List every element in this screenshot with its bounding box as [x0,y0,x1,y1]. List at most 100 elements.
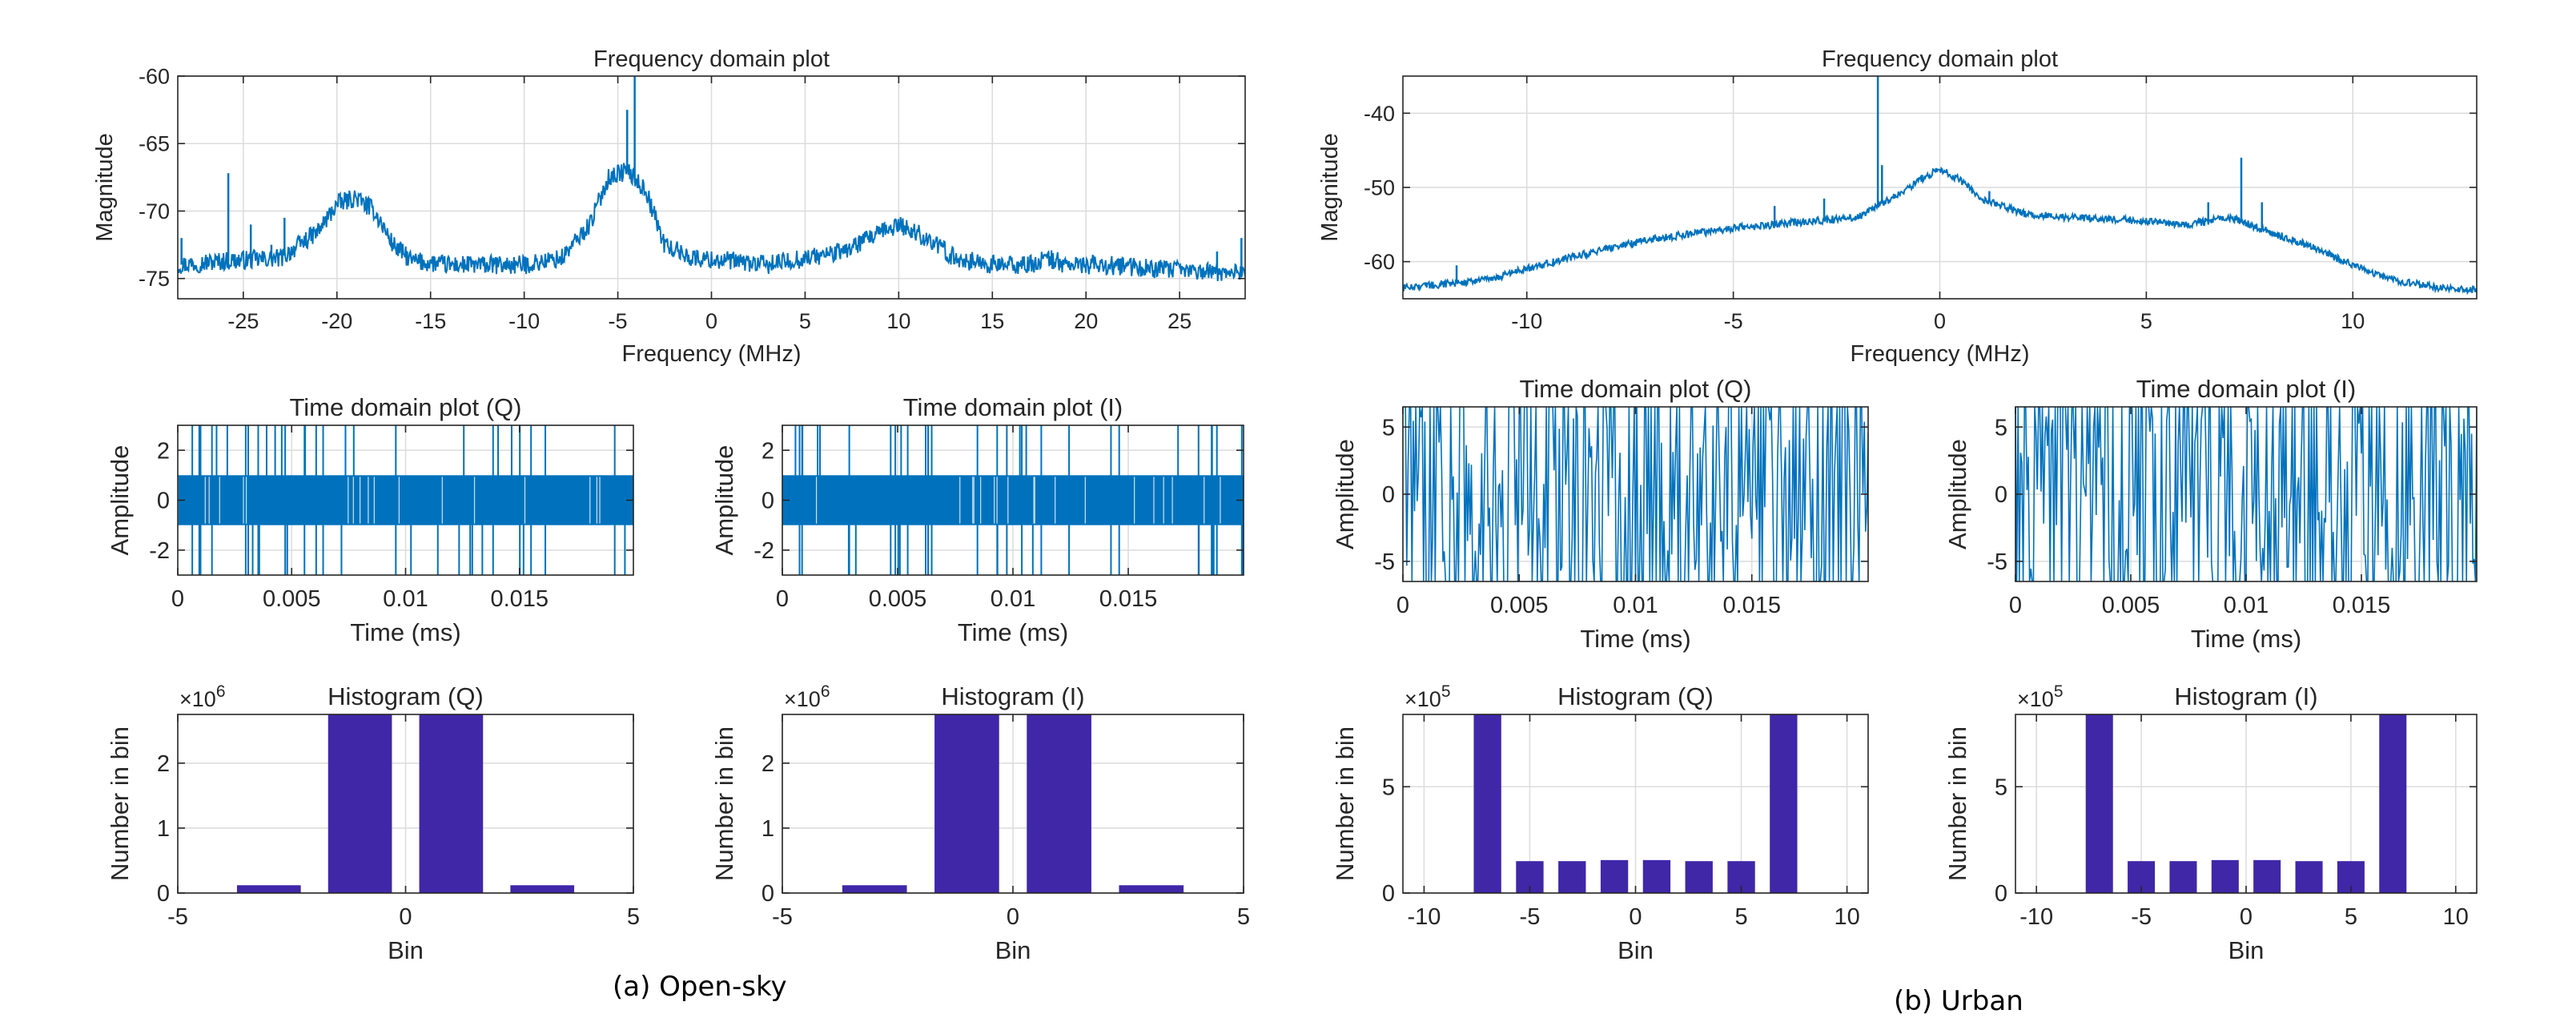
histogram-bar [2211,859,2239,893]
histogram-bar [1642,859,1671,893]
y-tick-label: -5 [1987,549,2007,575]
chart-title: Frequency domain plot [1822,46,2058,72]
histogram-bar [842,885,907,893]
y-tick-label: 0 [1995,482,2007,508]
data-layer [782,425,1244,575]
histogram-bar [419,714,484,893]
y-tick-label: 5 [1995,415,2007,441]
x-tick-label: 5 [627,904,640,930]
x-tick-label: 10 [2341,309,2365,333]
y-tick-label: 2 [157,751,170,777]
x-tick-label: -10 [1407,904,1441,930]
x-tick-label: 0.005 [2102,593,2160,618]
x-tick-label: 0.015 [1099,586,1158,612]
data-layer [2085,714,2407,893]
data-layer [2015,407,2477,581]
x-axis-label: Frequency (MHz) [622,341,802,367]
y-tick-label: 0 [1382,881,1395,907]
time-signal-line [1403,407,1868,581]
x-axis-label: Frequency (MHz) [1851,341,2030,367]
data-layer [178,425,633,575]
x-axis-label: Bin [388,936,424,964]
y-axis-label: Amplitude [710,445,738,556]
y-tick-label: -60 [139,64,170,88]
y-axis-label: Number in bin [710,726,738,881]
y-tick-label: -70 [139,199,170,223]
y-tick-label: 0 [157,489,170,514]
time-band [178,475,633,525]
x-tick-label: 25 [1167,309,1192,333]
x-tick-label: 0.005 [1490,593,1549,618]
y-tick-label: 0 [762,881,774,907]
x-tick-label: 0 [776,586,789,612]
x-tick-label: -5 [609,309,628,333]
histogram-bar [1770,714,1798,893]
x-axis-label: Time (ms) [350,618,460,646]
x-tick-label: 0.015 [1722,593,1781,618]
x-tick-label: -10 [2019,904,2053,930]
x-tick-label: 0 [399,904,412,930]
histogram-bar [2295,861,2323,893]
x-tick-label: 0.005 [263,586,321,612]
x-tick-label: 0.015 [2333,593,2391,618]
x-tick-label: 5 [2140,309,2152,333]
axis-exponent: ×106 [179,682,226,711]
time-signal-line [2015,407,2477,581]
data-layer [1473,714,1798,893]
histogram-bar [1119,885,1184,893]
y-tick-label: -75 [139,267,170,291]
y-tick-label: 1 [762,816,774,842]
data-layer [842,714,1184,893]
data-layer [1403,76,2477,296]
caption-urban: (b) Urban [1894,985,2023,1017]
y-tick-label: 1 [157,816,170,842]
histogram-bar [2253,859,2281,893]
chart-title: Histogram (I) [2174,682,2317,710]
x-tick-label: 20 [1074,309,1098,333]
x-tick-label: 0.015 [490,586,549,612]
histogram-bar [236,885,301,893]
chart-title: Time domain plot (Q) [1520,375,1752,403]
chart-title: Histogram (Q) [1557,682,1714,710]
chart-title: Histogram (I) [941,682,1084,710]
x-tick-label: -5 [167,904,188,930]
x-axis-label: Time (ms) [1580,625,1690,653]
x-axis-label: Bin [1618,936,1654,964]
x-tick-label: 0 [1397,593,1409,618]
x-tick-label: -15 [415,309,446,333]
y-tick-label: 2 [157,438,170,464]
y-tick-label: -2 [149,538,170,564]
x-tick-label: 5 [1734,904,1747,930]
data-layer [178,76,1245,282]
y-axis-label: Number in bin [1943,726,1971,881]
x-tick-label: 5 [2345,904,2357,930]
x-tick-label: 0 [705,309,717,333]
x-tick-label: -10 [1511,309,1542,333]
histogram-bar [1558,861,1586,893]
x-tick-label: -5 [1520,904,1541,930]
y-axis-label: Magnitude [1317,133,1343,241]
y-tick-label: 0 [1995,881,2007,907]
histogram-bar [2085,714,2113,893]
histogram-bar [1685,861,1713,893]
histogram-bar [2169,861,2197,893]
y-tick-label: 0 [157,881,170,907]
y-tick-label: -40 [1364,102,1395,126]
x-tick-label: 0 [171,586,184,612]
x-tick-label: 0.01 [2224,593,2269,618]
chart-os_freq: -25 -20 -15 -10 -5 0 5 10 15 20 25 -75 -70 -65 -60 Freq… [92,46,1246,367]
axis-exponent: ×106 [784,682,830,711]
y-axis-label: Amplitude [106,445,134,556]
x-axis-label: Bin [2228,936,2265,964]
x-axis-label: Bin [995,936,1031,964]
chart-title: Time domain plot (I) [2136,375,2357,403]
x-tick-label: -10 [508,309,540,333]
y-axis-label: Number in bin [1331,726,1359,881]
y-tick-label: 5 [1382,415,1395,441]
histogram-bar [328,714,392,893]
x-tick-label: -5 [772,904,793,930]
